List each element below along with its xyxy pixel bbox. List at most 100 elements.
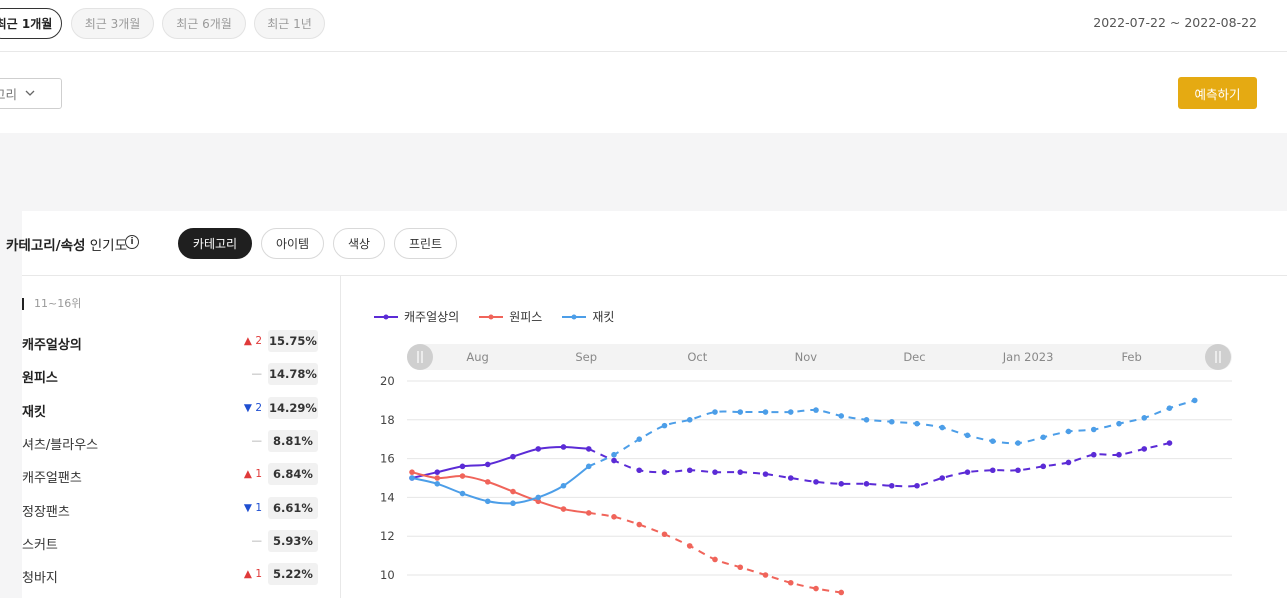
rank-change: ▼ 2: [243, 402, 262, 414]
data-point: [939, 475, 946, 481]
data-point: [484, 479, 491, 485]
legend-swatch: [562, 314, 587, 319]
popularity-card: 카테고리/속성 인기도 i 카테고리 아이템 색상 프린트 11~16위 캐주얼…: [6, 211, 1287, 598]
rank-percent: 5.93%: [268, 530, 318, 552]
tab-print[interactable]: 프린트: [394, 228, 457, 259]
data-point: [459, 473, 466, 479]
legend-label: 캐주얼상의: [404, 310, 460, 324]
legend-item[interactable]: 캐주얼상의: [374, 308, 459, 325]
section-spacer-left: [0, 133, 22, 598]
rank-change: —: [251, 368, 263, 380]
rank-name: 스커트: [22, 538, 58, 553]
data-point: [409, 475, 415, 481]
y-tick-label: 12: [380, 529, 395, 543]
rank-name: 캐주얼팬츠: [22, 471, 82, 486]
data-point: [863, 417, 870, 423]
x-tick-label: Feb: [1121, 350, 1141, 364]
trend-chart: Aug Sep Oct Nov Dec Jan 2023 Feb 10 12 14 16 18 20: [380, 344, 1232, 596]
data-point: [712, 469, 718, 475]
data-point: [661, 422, 668, 429]
data-point: [989, 438, 996, 444]
legend-swatch: [479, 314, 504, 319]
legend-item[interactable]: 재킷: [562, 308, 614, 325]
list-item[interactable]: 원피스 — 14.78%: [22, 363, 318, 387]
rank-percent: 6.84%: [268, 463, 318, 485]
data-point: [762, 409, 769, 415]
top-bar: 최근 1개월 최근 3개월 최근 6개월 최근 1년 2022-07-22 ~ …: [0, 0, 1287, 52]
data-point: [611, 457, 617, 464]
range-handle-right[interactable]: [1205, 344, 1231, 370]
data-point: [964, 432, 971, 439]
y-tick-label: 10: [380, 568, 395, 582]
rank-change: —: [251, 535, 263, 547]
data-point: [838, 589, 845, 596]
data-point: [510, 488, 516, 495]
x-tick-label: Dec: [903, 350, 925, 364]
rank-percent: 8.81%: [268, 430, 318, 452]
data-point: [737, 409, 744, 415]
data-point: [560, 506, 567, 512]
data-point: [1116, 420, 1122, 427]
y-tick-label: 18: [380, 413, 395, 427]
rank-name: 셔츠/블라우스: [22, 438, 99, 453]
list-item[interactable]: 정장팬츠 ▼ 1 6.61%: [22, 497, 318, 521]
category-select[interactable]: 카테고리: [0, 78, 62, 109]
data-point: [813, 407, 819, 413]
rank-change: ▲ 2: [243, 335, 262, 347]
period-1y-button[interactable]: 최근 1년: [254, 8, 325, 39]
data-point: [636, 521, 643, 528]
data-point: [914, 420, 920, 427]
list-item[interactable]: 캐주얼팬츠 ▲ 1 6.84%: [22, 463, 318, 487]
section-spacer: [0, 133, 1287, 211]
predict-button[interactable]: 예측하기: [1178, 77, 1257, 109]
period-1m-button[interactable]: 최근 1개월: [0, 8, 62, 39]
data-point: [737, 469, 744, 475]
data-point: [813, 479, 819, 485]
data-point: [1090, 451, 1097, 458]
period-3m-button[interactable]: 최근 3개월: [71, 8, 154, 39]
data-point: [585, 510, 592, 516]
data-point: [1015, 467, 1021, 474]
data-point: [611, 451, 617, 458]
x-tick-label: Oct: [687, 350, 707, 364]
list-item[interactable]: 재킷 ▼ 2 14.29%: [22, 397, 318, 421]
rank-percent: 14.29%: [268, 397, 318, 419]
data-point: [1040, 463, 1047, 470]
data-point: [1065, 459, 1072, 466]
data-point: [989, 467, 996, 474]
tab-item[interactable]: 아이템: [261, 228, 324, 259]
list-item[interactable]: 스커트 — 5.93%: [22, 530, 318, 554]
data-point: [661, 469, 668, 475]
legend-item[interactable]: 원피스: [479, 308, 542, 325]
rank-name: 캐주얼상의: [22, 338, 82, 353]
rank-name: 원피스: [22, 371, 58, 386]
data-point: [787, 475, 794, 481]
data-point: [712, 409, 718, 415]
data-point: [712, 556, 718, 563]
list-item[interactable]: 셔츠/블라우스 — 8.81%: [22, 430, 318, 454]
data-point: [1065, 428, 1072, 435]
range-handle-left[interactable]: [407, 344, 433, 370]
rank-percent: 15.75%: [268, 330, 318, 352]
data-point: [611, 514, 617, 520]
rank-name: 재킷: [22, 405, 46, 420]
chevron-down-icon: [25, 88, 35, 99]
tab-category[interactable]: 카테고리: [178, 228, 252, 259]
rank-percent: 5.22%: [268, 563, 318, 585]
rank-name: 청바지: [22, 571, 58, 586]
data-point: [1166, 440, 1173, 446]
x-tick-label: Sep: [575, 350, 597, 364]
data-point: [1141, 446, 1148, 452]
period-6m-button[interactable]: 최근 6개월: [162, 8, 246, 39]
data-point: [787, 409, 794, 415]
data-point: [585, 463, 592, 470]
data-point: [1166, 405, 1173, 411]
tab-color[interactable]: 색상: [333, 228, 385, 259]
data-point: [888, 418, 895, 425]
list-item[interactable]: 캐주얼상의 ▲ 2 15.75%: [22, 330, 318, 354]
info-icon[interactable]: i: [125, 235, 139, 249]
data-point: [964, 469, 971, 475]
data-point: [535, 494, 542, 501]
section-title: 카테고리/속성 인기도: [6, 234, 127, 254]
list-item[interactable]: 청바지 ▲ 1 5.22%: [22, 563, 318, 587]
